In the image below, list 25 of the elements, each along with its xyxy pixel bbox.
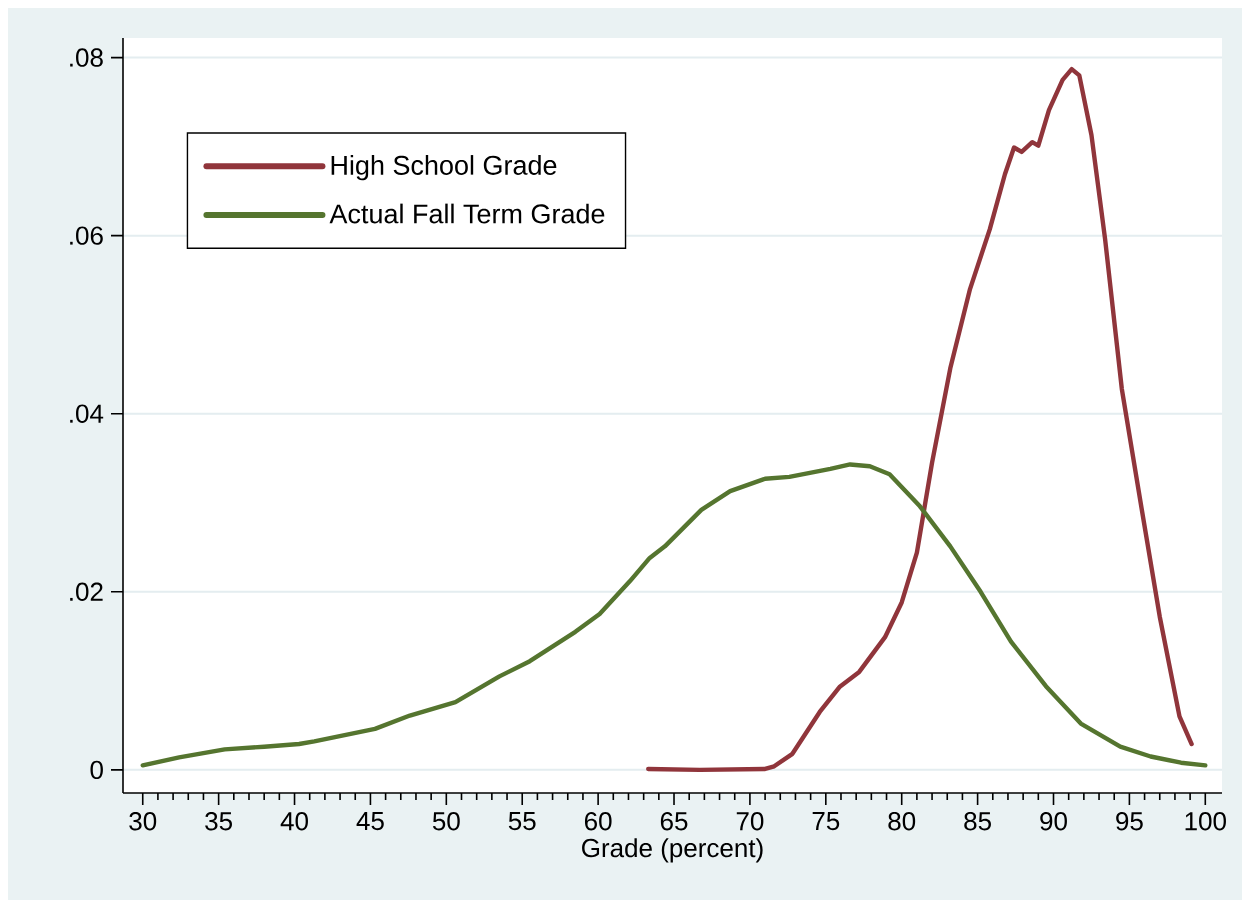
legend-label: High School Grade	[331, 155, 557, 181]
x-tick-label: 60	[584, 812, 612, 831]
x-tick-label: 100	[1185, 812, 1226, 831]
x-tick-label: 85	[964, 812, 991, 831]
x-tick-label: 40	[280, 812, 308, 831]
x-tick-label: 55	[508, 812, 536, 831]
line-series	[140, 462, 1208, 768]
y-tick-label: .04	[70, 404, 104, 423]
y-tick-label: .08	[70, 48, 103, 67]
x-tick-label: 95	[1116, 812, 1143, 831]
x-tick-label: 50	[432, 812, 460, 831]
x-tick-label: 70	[736, 812, 764, 831]
x-tick-label: 30	[129, 812, 157, 831]
x-tick-label: 80	[888, 812, 916, 831]
legend-label: Actual Fall Term Grade	[329, 203, 605, 224]
x-tick-label: 45	[356, 812, 384, 831]
line-series	[646, 66, 1194, 773]
x-tick-label: 65	[660, 812, 688, 831]
x-tick-label: 35	[205, 812, 232, 831]
y-tick-label: 0	[90, 760, 103, 780]
y-tick-label: .06	[70, 226, 103, 245]
x-tick-label: 75	[812, 812, 840, 831]
y-tick-label: .02	[70, 582, 103, 601]
x-tick-label: 90	[1040, 812, 1067, 831]
x-axis-title: Grade (percent)	[582, 838, 763, 863]
